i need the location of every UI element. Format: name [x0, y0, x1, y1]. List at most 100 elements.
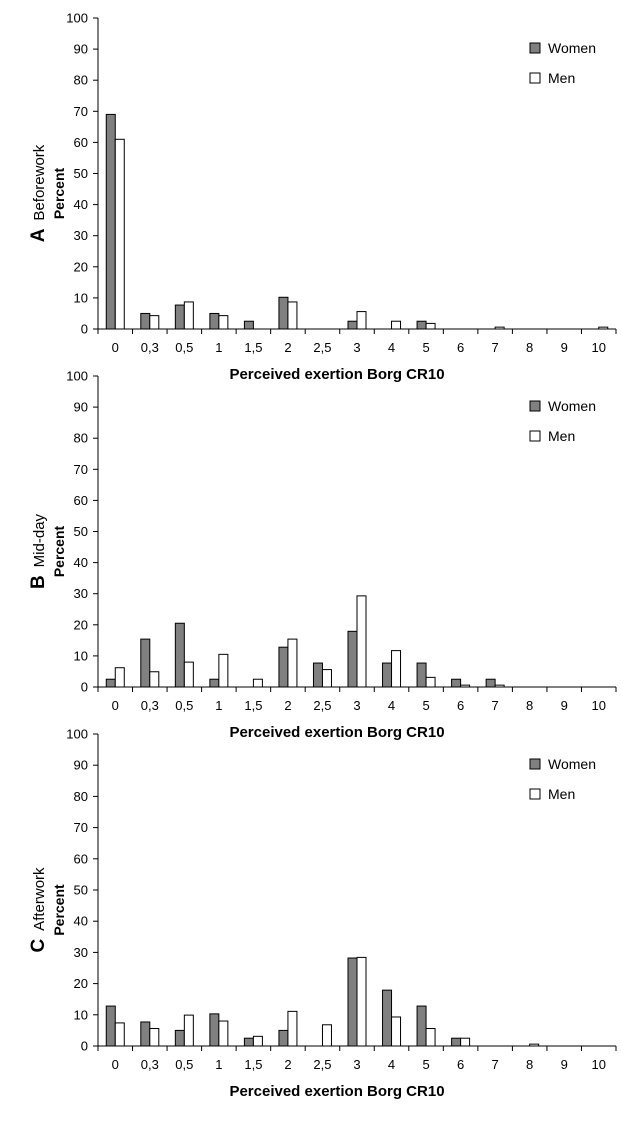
y-axis-label: Percent — [51, 884, 67, 936]
x-tick-label: 9 — [561, 340, 568, 355]
bar-women — [243, 320, 254, 330]
bar-women — [105, 113, 116, 330]
x-tick-label: 7 — [492, 1057, 499, 1072]
x-tick-label: 4 — [388, 698, 395, 713]
bar-women — [451, 678, 462, 688]
legend-swatch-women — [529, 42, 541, 54]
bar-women — [312, 662, 323, 688]
bar-women — [174, 1029, 185, 1047]
bar-men — [391, 1016, 402, 1047]
x-tick-label: 7 — [492, 698, 499, 713]
bar-women — [174, 622, 185, 688]
x-tick-label: 0 — [112, 340, 119, 355]
bar-men — [183, 1014, 194, 1047]
legend-label-men: Men — [548, 786, 575, 802]
bar-men — [494, 326, 505, 330]
bar-men — [149, 671, 160, 688]
bar-men — [252, 678, 263, 688]
y-tick-label: 80 — [74, 431, 88, 446]
legend-swatch-men — [529, 788, 541, 800]
x-tick-label: 7 — [492, 340, 499, 355]
panel-letter: A — [28, 228, 49, 242]
legend-label-women: Women — [548, 40, 596, 56]
panel-label: Afterwork — [31, 867, 48, 931]
bar-women — [416, 662, 427, 688]
x-tick-label: 9 — [561, 698, 568, 713]
bar-men — [391, 320, 402, 330]
bar-men — [321, 669, 332, 688]
y-tick-label: 60 — [74, 851, 88, 866]
y-tick-label: 0 — [81, 1039, 88, 1054]
y-tick-label: 40 — [74, 197, 88, 212]
bar-men — [218, 1020, 229, 1047]
bar-women — [209, 678, 220, 688]
y-tick-label: 70 — [74, 104, 88, 119]
x-tick-label: 1,5 — [244, 340, 262, 355]
y-tick-label: 30 — [74, 228, 88, 243]
x-tick-label: 9 — [561, 1057, 568, 1072]
x-tick-label: 1,5 — [244, 698, 262, 713]
legend-swatch-men — [529, 72, 541, 84]
x-tick-label: 5 — [422, 1057, 429, 1072]
bar-men — [529, 1043, 540, 1047]
bar-women — [347, 630, 358, 688]
bar-men — [218, 653, 229, 688]
x-tick-label: 3 — [353, 698, 360, 713]
y-tick-label: 100 — [66, 11, 88, 26]
panel-a: 0 10 20 30 40 50 60 70 80 90 100 0 0,3 0,5 1 1,5 2 2,5 3 4 5… — [28, 11, 617, 383]
bar-men — [287, 1010, 298, 1047]
y-tick-label: 50 — [74, 166, 88, 181]
bar-men — [287, 638, 298, 688]
x-axis-label: Perceived exertion Borg CR10 — [229, 1083, 444, 1100]
x-tick-label: 2,5 — [313, 1057, 331, 1072]
y-tick-label: 30 — [74, 945, 88, 960]
x-tick-label: 0,3 — [141, 340, 159, 355]
x-tick-label: 3 — [353, 1057, 360, 1072]
bar-men — [460, 684, 471, 688]
x-tick-label: 1,5 — [244, 1057, 262, 1072]
x-tick-label: 3 — [353, 340, 360, 355]
panel-b: 0 10 20 30 40 50 60 70 80 90 100 0 0,3 0,5 1 1,5 2 2,5 3 4 5… — [28, 369, 617, 741]
bar-men — [598, 326, 609, 330]
y-tick-label: 100 — [66, 369, 88, 384]
panel-title: A Beforework — [28, 144, 49, 242]
legend-swatch-women — [529, 758, 541, 770]
bar-men — [321, 1024, 332, 1047]
bar-men — [114, 1022, 125, 1047]
y-tick-label: 20 — [74, 259, 88, 274]
y-tick-label: 50 — [74, 524, 88, 539]
x-tick-label: 4 — [388, 1057, 395, 1072]
panel-title: B Mid-day — [28, 513, 49, 589]
bar-men — [494, 684, 505, 688]
bar-men — [114, 667, 125, 688]
y-tick-label: 20 — [74, 617, 88, 632]
bar-women — [278, 1029, 289, 1047]
x-tick-label: 1 — [215, 340, 222, 355]
bar-women — [174, 304, 185, 330]
bar-men — [356, 311, 367, 330]
bar-women — [451, 1037, 462, 1047]
legend-label-women: Women — [548, 756, 596, 772]
y-tick-label: 60 — [74, 493, 88, 508]
x-axis-label: Perceived exertion Borg CR10 — [229, 724, 444, 741]
x-tick-label: 8 — [526, 1057, 533, 1072]
legend-label-women: Women — [548, 398, 596, 414]
x-tick-label: 2 — [284, 1057, 291, 1072]
bar-women — [278, 646, 289, 688]
bar-women — [382, 662, 393, 688]
bar-men — [391, 650, 402, 688]
bar-men — [183, 301, 194, 330]
bar-women — [140, 312, 151, 330]
y-tick-label: 0 — [81, 322, 88, 337]
x-tick-label: 0,3 — [141, 698, 159, 713]
x-tick-label: 0,5 — [175, 340, 193, 355]
legend-swatch-women — [529, 400, 541, 412]
y-tick-label: 40 — [74, 555, 88, 570]
y-tick-label: 40 — [74, 914, 88, 929]
x-tick-label: 1 — [215, 1057, 222, 1072]
y-tick-label: 90 — [74, 758, 88, 773]
legend-swatch-men — [529, 430, 541, 442]
y-tick-label: 100 — [66, 727, 88, 742]
x-tick-label: 5 — [422, 340, 429, 355]
legend-label-men: Men — [548, 70, 575, 86]
